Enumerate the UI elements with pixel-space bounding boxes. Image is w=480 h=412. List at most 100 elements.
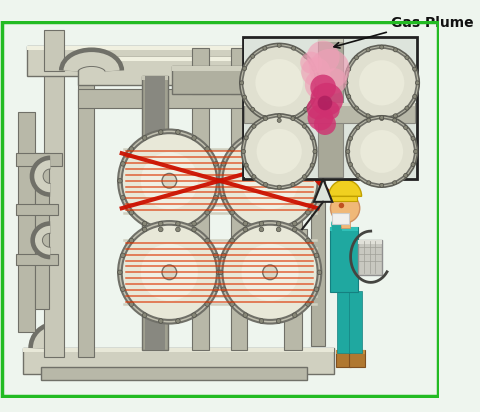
Circle shape <box>276 227 281 232</box>
Circle shape <box>252 175 256 179</box>
Circle shape <box>219 221 321 323</box>
Circle shape <box>222 225 318 320</box>
Circle shape <box>405 56 409 60</box>
Circle shape <box>315 81 319 85</box>
Circle shape <box>143 313 147 317</box>
Circle shape <box>143 227 147 232</box>
Circle shape <box>291 183 295 187</box>
Circle shape <box>214 195 218 200</box>
Circle shape <box>306 147 310 151</box>
Circle shape <box>259 130 264 134</box>
Circle shape <box>242 46 316 119</box>
Circle shape <box>129 238 134 243</box>
Circle shape <box>292 227 297 232</box>
Circle shape <box>214 287 218 292</box>
Circle shape <box>415 81 420 85</box>
Circle shape <box>255 59 303 107</box>
Circle shape <box>310 75 336 100</box>
Circle shape <box>259 221 264 226</box>
Circle shape <box>276 130 281 134</box>
Circle shape <box>414 150 418 154</box>
Circle shape <box>277 118 281 122</box>
Circle shape <box>308 105 333 131</box>
Circle shape <box>218 178 223 183</box>
Circle shape <box>367 181 371 185</box>
Circle shape <box>413 67 417 71</box>
Circle shape <box>192 227 196 232</box>
Circle shape <box>404 173 408 178</box>
Bar <box>23 348 334 352</box>
Circle shape <box>243 136 248 140</box>
Bar <box>358 240 382 275</box>
Circle shape <box>348 162 352 166</box>
Circle shape <box>314 113 336 135</box>
Circle shape <box>205 147 209 151</box>
Circle shape <box>263 173 277 188</box>
Circle shape <box>314 162 319 166</box>
Circle shape <box>158 227 163 232</box>
Circle shape <box>244 117 314 186</box>
Circle shape <box>252 124 256 128</box>
Circle shape <box>304 54 308 59</box>
Text: Gas Plume: Gas Plume <box>391 16 473 30</box>
Circle shape <box>221 287 226 292</box>
Circle shape <box>118 178 122 183</box>
Circle shape <box>312 66 316 70</box>
Circle shape <box>230 147 234 151</box>
Circle shape <box>380 183 384 187</box>
Circle shape <box>354 56 359 60</box>
Circle shape <box>347 48 417 117</box>
Wedge shape <box>329 180 361 197</box>
Circle shape <box>313 150 317 154</box>
Circle shape <box>205 238 209 243</box>
Circle shape <box>259 319 264 323</box>
Bar <box>311 75 325 346</box>
Bar <box>336 350 350 354</box>
Circle shape <box>120 195 125 200</box>
Circle shape <box>346 150 350 154</box>
Circle shape <box>176 319 180 323</box>
Bar <box>244 103 415 106</box>
Circle shape <box>230 210 234 215</box>
Circle shape <box>292 221 297 226</box>
Circle shape <box>143 136 147 140</box>
Circle shape <box>291 117 295 121</box>
Circle shape <box>292 136 297 140</box>
Circle shape <box>222 133 318 228</box>
Circle shape <box>312 95 316 99</box>
Circle shape <box>251 108 255 111</box>
Bar <box>142 75 168 80</box>
Circle shape <box>277 43 281 47</box>
Bar <box>144 75 165 350</box>
Circle shape <box>359 60 404 105</box>
Bar <box>336 350 350 367</box>
Circle shape <box>205 302 209 307</box>
Circle shape <box>413 94 417 98</box>
Bar <box>16 204 58 215</box>
Circle shape <box>244 136 248 140</box>
Circle shape <box>380 116 384 119</box>
Circle shape <box>176 227 180 232</box>
Circle shape <box>405 106 409 110</box>
Circle shape <box>349 119 415 185</box>
Circle shape <box>240 81 244 85</box>
Circle shape <box>216 270 221 275</box>
Bar <box>340 218 349 228</box>
Bar <box>23 348 334 374</box>
Circle shape <box>143 221 147 226</box>
Circle shape <box>251 54 255 59</box>
Circle shape <box>118 270 122 275</box>
Circle shape <box>257 129 302 174</box>
Bar <box>18 112 35 332</box>
Circle shape <box>356 126 360 129</box>
Bar <box>16 254 58 265</box>
Circle shape <box>317 270 322 275</box>
Circle shape <box>158 130 163 134</box>
Circle shape <box>305 70 334 99</box>
Circle shape <box>347 67 351 71</box>
Circle shape <box>380 45 384 49</box>
Bar <box>192 66 209 350</box>
Circle shape <box>120 253 125 258</box>
Circle shape <box>241 152 299 209</box>
Circle shape <box>380 117 384 121</box>
